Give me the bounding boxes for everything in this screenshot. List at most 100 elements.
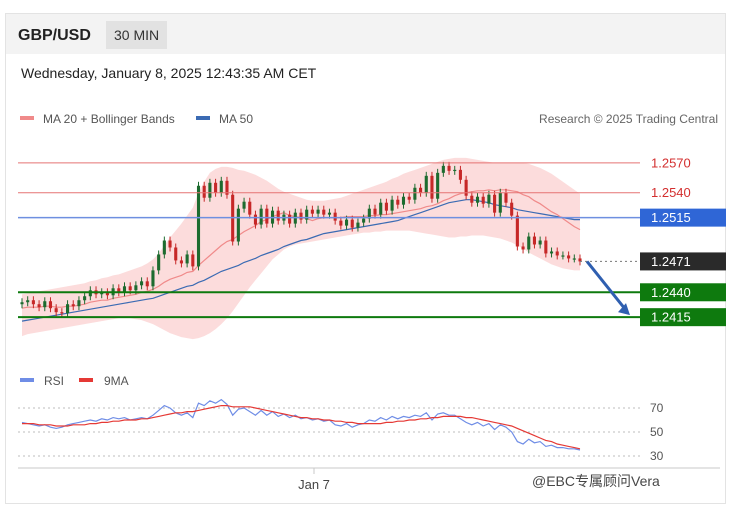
candle (122, 286, 127, 293)
candle (276, 210, 280, 221)
candle (77, 300, 81, 307)
candle (487, 194, 491, 204)
candle (185, 254, 189, 264)
candle (527, 236, 531, 250)
candle (43, 301, 47, 308)
candle (521, 246, 525, 250)
candle (162, 240, 166, 255)
candle (333, 212, 337, 221)
candle (458, 169, 462, 180)
watermark-text: @EBC专属顾问Vera (532, 473, 660, 489)
level-tag-pivot (640, 208, 726, 227)
candle (288, 214, 292, 224)
ma50-legend-label: MA 50 (219, 112, 253, 126)
level-label: 1.2515 (651, 210, 691, 225)
candle (549, 251, 554, 254)
candle (214, 182, 218, 193)
candle (242, 201, 246, 209)
candle (327, 212, 332, 215)
candle (168, 240, 172, 248)
candle (379, 202, 383, 215)
candle (436, 172, 440, 199)
candle (299, 212, 303, 220)
candle (561, 255, 565, 257)
candle (362, 218, 366, 223)
level-label: 1.2415 (651, 310, 691, 325)
9ma-line (22, 405, 581, 450)
candle (236, 208, 240, 242)
candle (367, 208, 371, 219)
candle (54, 308, 58, 313)
candle (20, 302, 24, 305)
timeframe-badge[interactable]: 30 MIN (106, 21, 168, 49)
rsi-legend-swatch (20, 378, 34, 382)
candle (322, 209, 326, 215)
candle (179, 260, 183, 264)
candle (305, 209, 309, 220)
candle (424, 175, 428, 193)
level-label: 1.2440 (651, 285, 691, 300)
candle (134, 285, 138, 291)
rsi-line (21, 398, 581, 451)
ma9-legend-swatch (79, 378, 93, 382)
candle (145, 281, 149, 287)
candle (504, 192, 508, 203)
level-tag-support (640, 308, 726, 327)
candle (384, 202, 388, 211)
ma9-legend-label: 9MA (104, 374, 129, 388)
candle (413, 187, 417, 200)
candle (447, 165, 451, 171)
candle (350, 219, 354, 228)
candle (265, 208, 269, 224)
candle (538, 240, 542, 245)
candle (339, 220, 343, 226)
bollinger-band-fill (22, 157, 580, 340)
candle (493, 194, 497, 213)
candle (419, 187, 423, 193)
ma20-legend-label: MA 20 + Bollinger Bands (43, 112, 175, 126)
candle (66, 304, 70, 314)
ma50-legend-swatch (196, 116, 210, 120)
candle (259, 208, 263, 225)
candle (26, 300, 30, 303)
candle (174, 247, 178, 261)
candle (83, 296, 87, 301)
candle (140, 281, 144, 286)
candle (453, 169, 457, 172)
candle (396, 199, 400, 205)
rsi-tick-label: 50 (650, 425, 664, 439)
candle (515, 215, 519, 247)
candle (407, 196, 411, 200)
currency-pair: GBP/USD (18, 27, 91, 44)
candle (464, 179, 468, 196)
candle (532, 236, 536, 245)
candle (208, 182, 212, 198)
rsi-tick-label: 30 (650, 449, 664, 463)
candle (37, 304, 41, 308)
candle (225, 180, 229, 195)
candle (60, 312, 64, 314)
candle (356, 222, 360, 228)
candle (401, 196, 406, 205)
rsi-legend-label: RSI (44, 374, 64, 388)
ma50-line (21, 199, 580, 322)
candle (48, 301, 53, 309)
forecast-arrow-shaft (585, 260, 628, 312)
candle (373, 208, 377, 215)
candle (555, 251, 559, 256)
candle (510, 202, 514, 216)
candle (345, 219, 349, 226)
candle (578, 258, 582, 262)
candle (475, 196, 480, 203)
level-label: 1.2540 (651, 185, 691, 200)
candle (219, 180, 223, 193)
candle (430, 175, 434, 199)
candle (196, 185, 201, 267)
chart-header: GBP/USD 30 MIN (6, 14, 725, 54)
research-credit: Research © 2025 Trading Central (539, 112, 718, 126)
candle (151, 270, 155, 287)
level-label: 1.2570 (651, 155, 691, 170)
candle (310, 209, 314, 214)
timestamp: Wednesday, January 8, 2025 12:43:35 AM C… (21, 65, 317, 81)
